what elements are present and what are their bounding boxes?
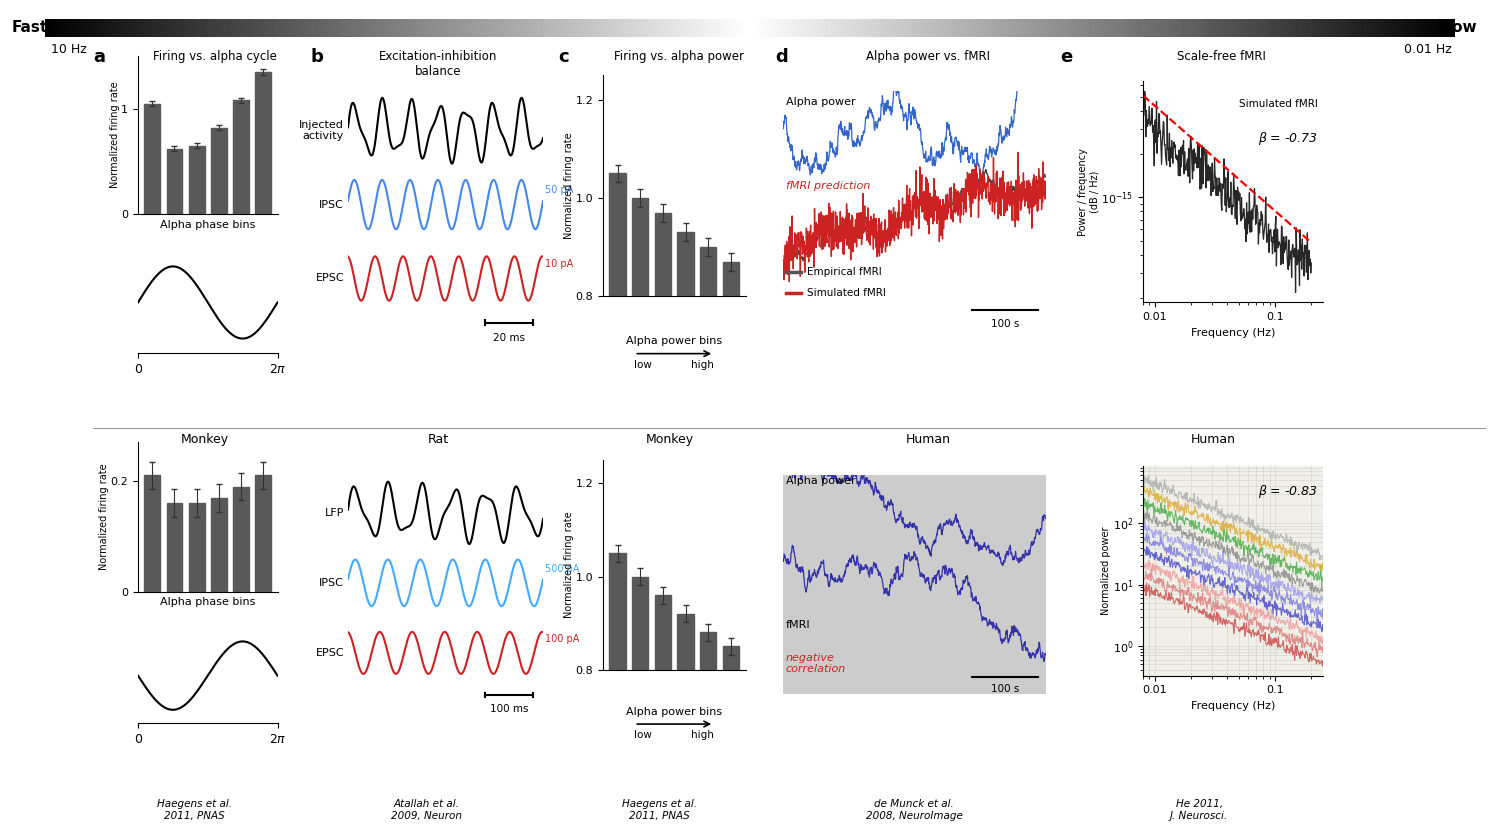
Text: Alpha power: Alpha power xyxy=(786,475,855,485)
Text: Alpha power: Alpha power xyxy=(786,97,855,107)
Bar xyxy=(211,498,226,592)
Bar xyxy=(723,647,740,831)
Bar xyxy=(609,553,625,831)
Text: Simulated fMRI: Simulated fMRI xyxy=(1239,99,1317,109)
Text: 20 ms: 20 ms xyxy=(494,332,525,342)
Text: Alpha power vs. fMRI: Alpha power vs. fMRI xyxy=(865,50,990,63)
Text: high: high xyxy=(692,361,714,371)
Text: Scale-free fMRI: Scale-free fMRI xyxy=(1178,50,1266,63)
Y-axis label: Normalized firing rate: Normalized firing rate xyxy=(564,512,574,618)
Text: EPSC: EPSC xyxy=(315,273,344,283)
Text: He 2011,
J. Neurosci.: He 2011, J. Neurosci. xyxy=(1170,799,1228,821)
Bar xyxy=(255,72,272,214)
Text: Slow: Slow xyxy=(1437,20,1478,35)
Text: Alpha power bins: Alpha power bins xyxy=(626,707,723,717)
Text: Experiment: Experiment xyxy=(32,543,46,642)
Text: negative
correlation: negative correlation xyxy=(786,652,846,674)
Y-axis label: Power / frequency
(dB / Hz): Power / frequency (dB / Hz) xyxy=(1078,148,1100,236)
Bar xyxy=(232,101,249,214)
Text: 0.01 Hz: 0.01 Hz xyxy=(1404,43,1452,57)
Text: fMRI prediction: fMRI prediction xyxy=(786,181,870,191)
Text: Empirical fMRI: Empirical fMRI xyxy=(807,268,882,278)
Text: 10 Hz: 10 Hz xyxy=(51,43,87,57)
Text: Human: Human xyxy=(1191,433,1236,446)
Text: 100 s: 100 s xyxy=(990,684,1018,694)
Bar xyxy=(632,577,648,831)
Text: Firing vs. alpha power: Firing vs. alpha power xyxy=(615,50,744,63)
Text: LFP: LFP xyxy=(324,508,344,518)
Text: low: low xyxy=(634,361,652,371)
Text: de Munck et al.
2008, NeuroImage: de Munck et al. 2008, NeuroImage xyxy=(865,799,963,821)
Text: EPSC: EPSC xyxy=(315,648,344,658)
Y-axis label: Normalized firing rate: Normalized firing rate xyxy=(99,464,109,570)
X-axis label: Alpha phase bins: Alpha phase bins xyxy=(160,597,255,607)
Bar xyxy=(678,614,693,831)
Text: 50 pA: 50 pA xyxy=(544,184,573,194)
Text: e: e xyxy=(1060,48,1072,66)
Bar xyxy=(166,504,183,592)
Y-axis label: Normalized power: Normalized power xyxy=(1101,527,1112,615)
Bar xyxy=(656,213,670,689)
Bar xyxy=(700,247,717,689)
Text: Atallah et al.
2009, Neuron: Atallah et al. 2009, Neuron xyxy=(392,799,462,821)
Text: 100 ms: 100 ms xyxy=(489,704,528,714)
Bar xyxy=(144,104,160,214)
Text: Monkey: Monkey xyxy=(645,433,693,446)
Text: $\beta$ = -0.83: $\beta$ = -0.83 xyxy=(1258,483,1317,500)
Text: c: c xyxy=(558,48,568,66)
Text: Haegens et al.
2011, PNAS: Haegens et al. 2011, PNAS xyxy=(156,799,231,821)
Text: Haegens et al.
2011, PNAS: Haegens et al. 2011, PNAS xyxy=(621,799,696,821)
Text: d: d xyxy=(776,48,789,66)
Y-axis label: Normalized firing rate: Normalized firing rate xyxy=(110,81,120,189)
Bar xyxy=(189,504,204,592)
Text: 100 s: 100 s xyxy=(990,318,1018,328)
Bar xyxy=(144,475,160,592)
X-axis label: Frequency (Hz): Frequency (Hz) xyxy=(1191,701,1275,711)
Text: Fast: Fast xyxy=(12,20,48,35)
Text: low: low xyxy=(634,730,652,740)
Bar xyxy=(211,128,226,214)
Text: 100 pA: 100 pA xyxy=(544,634,579,644)
Text: Human: Human xyxy=(906,433,951,446)
Text: IPSC: IPSC xyxy=(320,578,344,588)
Text: IPSC: IPSC xyxy=(320,199,344,209)
Y-axis label: Normalized firing rate: Normalized firing rate xyxy=(564,132,574,239)
Text: $\beta$ = -0.73: $\beta$ = -0.73 xyxy=(1257,130,1317,147)
Bar xyxy=(232,487,249,592)
Text: a: a xyxy=(93,48,105,66)
Text: high: high xyxy=(692,730,714,740)
Bar xyxy=(609,174,625,689)
Text: 500 pA: 500 pA xyxy=(544,564,579,574)
X-axis label: Frequency (Hz): Frequency (Hz) xyxy=(1191,327,1275,337)
Bar xyxy=(678,233,693,689)
Text: fMRI: fMRI xyxy=(786,620,810,630)
Bar xyxy=(700,632,717,831)
Text: Rat: Rat xyxy=(427,433,448,446)
Text: b: b xyxy=(310,48,324,66)
Text: 10 pA: 10 pA xyxy=(544,258,573,268)
Text: Alpha power bins: Alpha power bins xyxy=(626,336,723,346)
Bar xyxy=(632,198,648,689)
X-axis label: Alpha phase bins: Alpha phase bins xyxy=(160,219,255,229)
Text: Monkey: Monkey xyxy=(180,433,228,446)
Text: Simulation: Simulation xyxy=(32,168,46,260)
Text: Excitation-inhibition
balance: Excitation-inhibition balance xyxy=(380,50,498,78)
Bar xyxy=(723,262,740,689)
Bar xyxy=(166,149,183,214)
Bar xyxy=(189,145,204,214)
Text: Firing vs. alpha cycle: Firing vs. alpha cycle xyxy=(153,50,276,63)
Text: Injected
activity: Injected activity xyxy=(298,120,344,141)
Text: Simulated fMRI: Simulated fMRI xyxy=(807,288,885,297)
Bar xyxy=(656,595,670,831)
Bar xyxy=(255,475,272,592)
